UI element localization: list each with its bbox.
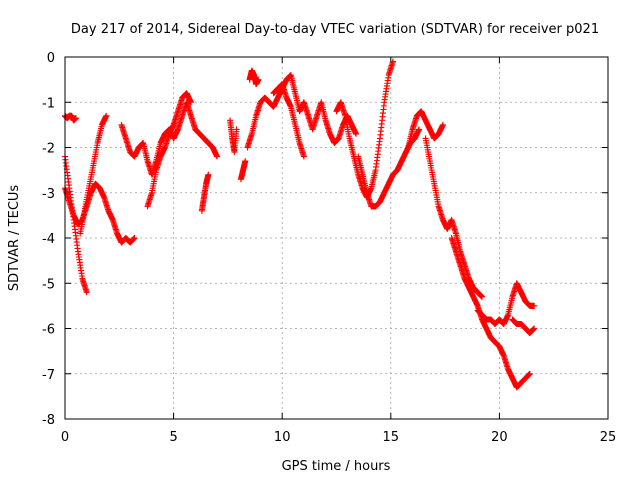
data-point-track-n — [416, 126, 423, 133]
data-point-track-j — [255, 76, 262, 83]
chart-title: Day 217 of 2014, Sidereal Day-to-day VTE… — [71, 22, 599, 37]
y-tick-label: -4 — [42, 232, 55, 247]
data-point-track-d — [103, 112, 110, 119]
y-tick-label: -7 — [42, 368, 55, 383]
data-point-track-s — [531, 325, 538, 332]
data-point-track-q — [526, 370, 533, 377]
x-tick-label: 0 — [61, 430, 69, 445]
data-point-track-b — [72, 115, 79, 122]
y-axis-label: SDTVAR / TECUs — [7, 185, 22, 292]
data-point-track-l — [300, 153, 307, 160]
data-point-track-p — [479, 293, 486, 300]
y-tick-label: -8 — [42, 413, 55, 428]
data-points — [62, 58, 538, 391]
x-tick-label: 20 — [491, 430, 508, 445]
data-point-track-a — [83, 289, 90, 296]
data-point-track-f — [187, 99, 194, 106]
y-tick-label: -2 — [42, 142, 55, 157]
data-point-track-o — [439, 121, 446, 128]
x-tick-label: 15 — [383, 430, 400, 445]
data-point-track-c — [131, 235, 138, 241]
x-tick-label: 25 — [600, 430, 617, 445]
data-point-track-k — [353, 130, 360, 137]
y-tick-label: -3 — [42, 187, 55, 202]
x-tick-label: 5 — [169, 430, 177, 445]
axis-ticks: 0 5 10 15 20 25 0 -1 -2 -3 -4 -5 -6 -7 -8 — [42, 51, 616, 445]
data-point-track-e — [214, 153, 221, 160]
data-point-track-m — [389, 58, 396, 65]
y-tick-label: -6 — [42, 323, 55, 338]
y-tick-label: -5 — [42, 277, 55, 292]
data-point-track-g — [205, 171, 212, 178]
data-point-track-h — [233, 126, 240, 133]
data-point-track-i — [242, 158, 249, 165]
x-tick-label: 10 — [274, 430, 291, 445]
data-point-track-r — [531, 302, 538, 309]
plot-frame — [64, 56, 609, 420]
y-tick-label: 0 — [47, 51, 55, 66]
x-axis-label: GPS time / hours — [282, 459, 391, 474]
grid-lines — [65, 57, 608, 419]
y-tick-label: -1 — [42, 96, 55, 111]
